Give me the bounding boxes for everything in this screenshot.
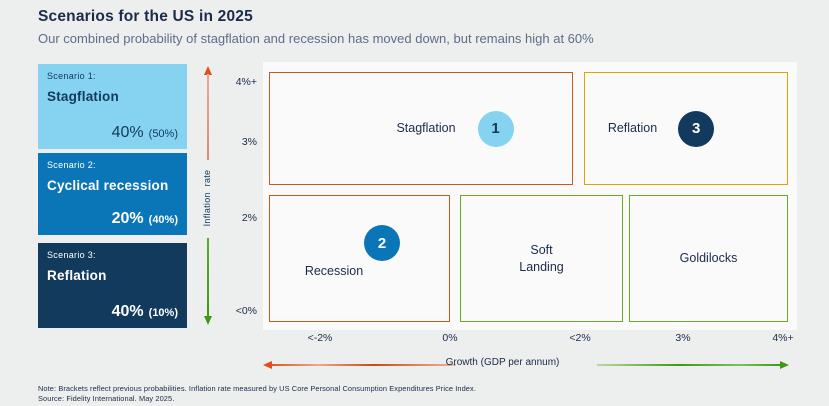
- growth-axis-left-arrow: [272, 364, 456, 366]
- zone-reflation: Reflation 3: [584, 72, 788, 185]
- scenario-card-stagflation: Scenario 1: Stagflation 40% (50%): [38, 64, 187, 149]
- scenario-name: Stagflation: [47, 89, 119, 104]
- scenario-probability: 40% (10%): [112, 303, 178, 321]
- zone-label: Soft Landing: [519, 243, 564, 274]
- page-subtitle: Our combined probability of stagflation …: [38, 31, 594, 46]
- probability-value: 40%: [111, 124, 144, 141]
- inflation-axis-up-arrowhead-icon: [204, 66, 212, 75]
- x-tick: 0%: [442, 332, 458, 344]
- growth-axis-label: Growth (GDP per annum): [445, 357, 560, 368]
- scenario-probability: 40% (50%): [112, 124, 178, 142]
- chart-panel: [263, 62, 797, 330]
- x-tick: 4%+: [772, 332, 794, 344]
- scenario-label: Scenario 1:: [47, 71, 96, 81]
- y-tick: 3%: [241, 136, 257, 148]
- footer-source: Source: Fidelity International. May 2025…: [38, 394, 175, 403]
- scenario-probability: 20% (40%): [112, 210, 178, 228]
- x-tick: 3%: [675, 332, 691, 344]
- scenario-number-badge: 2: [364, 225, 400, 261]
- scenario-number-badge: 1: [477, 110, 514, 147]
- scenario-card-reflation: Scenario 3: Reflation 40% (10%): [38, 243, 187, 328]
- scenario-card-cyclical-recession: Scenario 2: Cyclical recession 20% (40%): [38, 153, 187, 235]
- zone-label: Recession: [304, 264, 364, 278]
- scenario-label: Scenario 3:: [47, 250, 96, 260]
- zone-soft-landing: Soft Landing: [460, 195, 623, 322]
- zone-label: Stagflation: [396, 121, 456, 136]
- inflation-axis-label: Inflation rate: [202, 169, 212, 227]
- growth-axis-left-arrowhead-icon: [263, 361, 272, 369]
- scenario-number-badge: 3: [678, 110, 715, 147]
- zone-goldilocks: Goldilocks: [629, 195, 788, 322]
- page-title: Scenarios for the US in 2025: [38, 8, 253, 25]
- scenario-name: Cyclical recession: [47, 178, 169, 193]
- growth-axis-right-arrow: [597, 364, 780, 366]
- zone-recession: 2 Recession: [269, 195, 450, 322]
- inflation-axis-down-arrow: [207, 238, 209, 318]
- probability-value: 40%: [111, 303, 144, 320]
- y-tick: 4%+: [235, 76, 257, 88]
- growth-axis-right-arrowhead-icon: [780, 361, 789, 369]
- x-tick: <-2%: [307, 332, 333, 344]
- zone-stagflation: Stagflation 1: [269, 72, 573, 185]
- x-tick: <2%: [569, 332, 591, 344]
- inflation-axis-down-arrowhead-icon: [204, 316, 212, 325]
- inflation-axis-up-arrow: [207, 74, 209, 160]
- y-tick: <0%: [235, 305, 257, 317]
- scenario-name: Reflation: [47, 268, 107, 283]
- y-tick: 2%: [241, 212, 257, 224]
- footer-note: Note: Brackets reflect previous probabil…: [38, 384, 476, 393]
- previous-probability-value: (40%): [148, 214, 178, 226]
- scenario-label: Scenario 2:: [47, 160, 96, 170]
- zone-label: Reflation: [607, 121, 658, 136]
- previous-probability-value: (50%): [148, 128, 178, 140]
- zone-label: Goldilocks: [679, 251, 738, 266]
- previous-probability-value: (10%): [148, 307, 178, 319]
- probability-value: 20%: [111, 210, 144, 227]
